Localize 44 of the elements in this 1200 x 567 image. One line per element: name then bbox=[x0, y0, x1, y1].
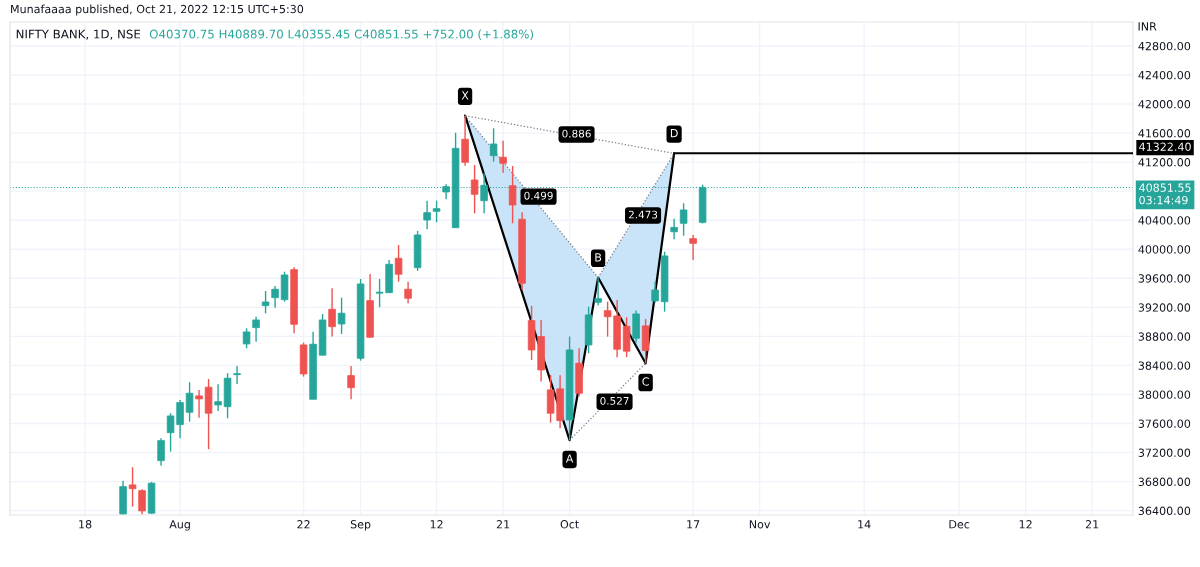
annotation: 2.473 bbox=[628, 210, 658, 219]
x-tick-label: Aug bbox=[169, 520, 190, 531]
x-tick-label: Dec bbox=[949, 520, 970, 529]
y-tick-label: 38400.00 bbox=[1138, 361, 1191, 370]
annotation: 0.886 bbox=[562, 129, 591, 138]
y-tick-label: 42000.00 bbox=[1138, 100, 1191, 109]
annotation: 0.527 bbox=[600, 396, 629, 405]
y-tick-label: 38800.00 bbox=[1138, 332, 1191, 341]
y-tick-label: 37600.00 bbox=[1138, 419, 1191, 428]
x-tick-label: Sep bbox=[350, 520, 371, 531]
data-label: X bbox=[461, 91, 469, 100]
x-tick-label: 18 bbox=[79, 520, 92, 529]
y-tick-label: 36400.00 bbox=[1138, 506, 1191, 516]
data-label: C bbox=[642, 377, 649, 386]
y-tick-label: 42400.00 bbox=[1138, 70, 1191, 80]
y-tick-label: 39600.00 bbox=[1138, 274, 1191, 283]
x-tick-label: 17 bbox=[687, 520, 700, 529]
x-tick-label: Nov bbox=[749, 520, 771, 529]
text: O40370.75 H40889.70 L40355.45 C40851.55 +752.00 (+1.88%) bbox=[149, 29, 534, 40]
data-label: D bbox=[670, 129, 678, 138]
x-tick-label: 21 bbox=[496, 520, 510, 529]
ref-line-label: 40851.55 03:14:49 bbox=[1139, 183, 1191, 205]
x-tick-label: 14 bbox=[858, 520, 871, 529]
y-tick-label: 39200.00 bbox=[1138, 303, 1191, 312]
x-tick-label: 12 bbox=[1019, 520, 1032, 529]
text: Munafaaaa published, Oct 21, 2022 12:15 UTC+5:30 bbox=[11, 4, 304, 16]
y-tick-label: 36800.00 bbox=[1138, 477, 1191, 486]
y-tick-label: 41200.00 bbox=[1138, 158, 1191, 167]
data-label: B bbox=[595, 253, 602, 262]
y-tick-label: 40000.00 bbox=[1138, 245, 1191, 254]
data-label: A bbox=[565, 454, 574, 463]
y-tick-label: 40400.00 bbox=[1138, 216, 1191, 225]
text: NIFTY BANK, 1D, NSE bbox=[16, 29, 141, 40]
x-tick-label: 12 bbox=[430, 520, 443, 529]
y-tick-label: 41600.00 bbox=[1138, 129, 1191, 138]
text: 41322.40 bbox=[1139, 142, 1191, 151]
y-tick-label: 42800.00 bbox=[1138, 41, 1191, 51]
y-tick-label: 38000.00 bbox=[1138, 390, 1191, 399]
annotation: 0.499 bbox=[524, 191, 553, 200]
x-tick-label: 22 bbox=[297, 520, 310, 529]
x-tick-label: 21 bbox=[1085, 520, 1099, 529]
y-axis-title: INR bbox=[1138, 22, 1157, 31]
x-tick-label: Oct bbox=[560, 520, 579, 529]
y-tick-label: 37200.00 bbox=[1138, 448, 1191, 457]
